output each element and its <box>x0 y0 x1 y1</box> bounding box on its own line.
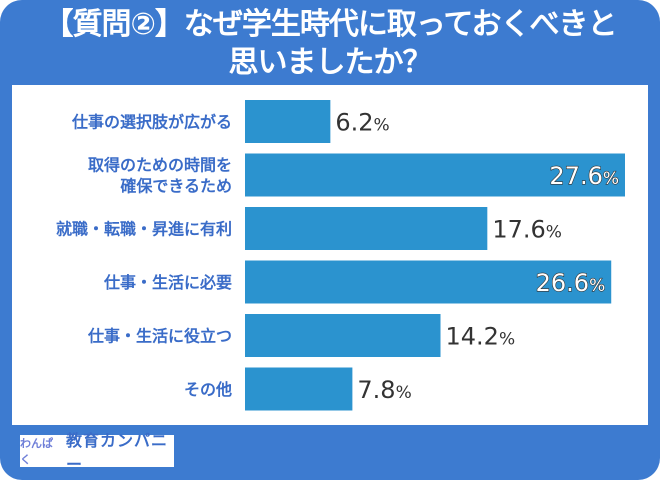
title-line-2: 思いましたか？ <box>228 45 433 80</box>
logo-small-text: わんぱく <box>20 437 53 466</box>
category-label: 仕事の選択肢が広がる <box>71 113 232 132</box>
bar <box>245 367 353 411</box>
logo-text: 教育カンパニー <box>65 431 168 474</box>
value-label: 6.2% <box>335 109 389 137</box>
bar <box>245 207 488 250</box>
category-label: 就職・転職・昇進に有利 <box>56 220 232 239</box>
category-label: 仕事・生活に役立つ <box>87 327 232 346</box>
value-label: 27.6% <box>549 162 619 190</box>
chart-title: 【質問②】なぜ学生時代に取っておくべきと 思いましたか？ <box>0 6 660 82</box>
category-label: 仕事・生活に必要 <box>103 273 232 292</box>
value-label: 26.6% <box>536 269 606 297</box>
title-line-1: 【質問②】なぜ学生時代に取っておくべきと <box>43 7 618 42</box>
bar <box>245 153 625 197</box>
bar <box>245 100 331 143</box>
category-label: 確保できるため <box>120 177 232 196</box>
bar <box>245 314 441 357</box>
logo: わんぱく 教育カンパニー <box>20 431 174 474</box>
value-label: 14.2% <box>446 323 516 351</box>
category-label: その他 <box>184 380 232 399</box>
value-label: 17.6% <box>492 216 562 244</box>
category-label: 取得のための時間を <box>88 156 232 175</box>
bar <box>245 260 612 304</box>
value-label: 7.8% <box>357 376 411 404</box>
